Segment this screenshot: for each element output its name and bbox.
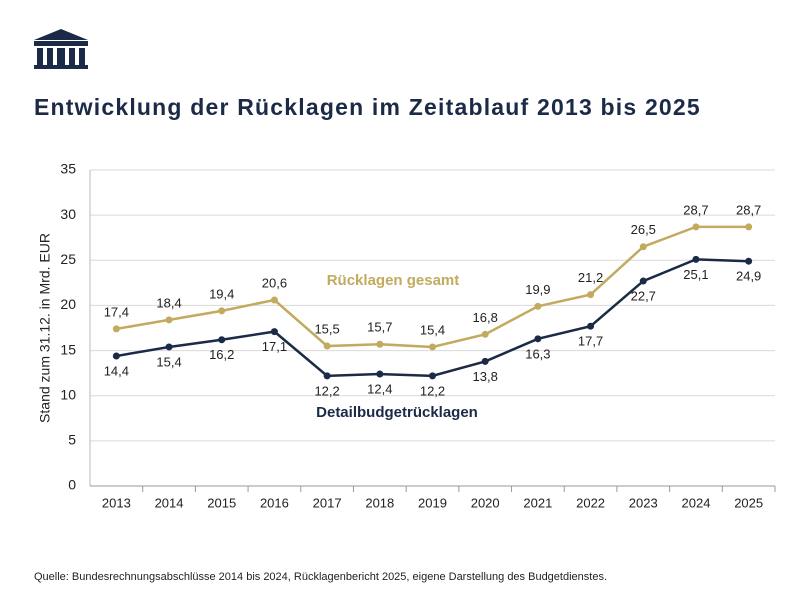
data-label: 15,7: [367, 320, 392, 335]
y-tick-label: 10: [60, 386, 76, 402]
data-point: [429, 343, 436, 351]
data-point: [639, 243, 647, 251]
data-point: [112, 325, 120, 333]
data-point: [270, 296, 278, 304]
data-point: [376, 370, 384, 378]
data-point: [587, 322, 595, 330]
data-point: [376, 340, 384, 348]
data-label: 28,7: [683, 202, 708, 217]
x-tick-label: 2025: [734, 495, 763, 510]
x-tick-label: 2019: [418, 495, 447, 510]
x-tick-label: 2016: [260, 495, 289, 510]
logo: [34, 29, 88, 69]
data-label: 21,2: [578, 270, 603, 285]
data-point: [165, 343, 173, 351]
data-point: [692, 223, 700, 231]
data-label: 14,4: [104, 363, 129, 378]
data-point: [745, 257, 753, 265]
data-point: [218, 307, 226, 315]
data-point: [639, 277, 647, 285]
x-tick-label: 2022: [576, 495, 605, 510]
data-label: 26,5: [631, 222, 656, 237]
x-tick-label: 2024: [682, 495, 711, 510]
data-label: 15,4: [420, 322, 445, 337]
data-label: 24,9: [736, 269, 761, 284]
x-tick-label: 2015: [207, 495, 236, 510]
data-point: [323, 342, 331, 350]
y-tick-label: 5: [68, 432, 76, 448]
data-point: [587, 291, 595, 299]
data-label: 12,2: [314, 383, 339, 398]
data-label: 13,8: [473, 369, 498, 384]
series-label: Detailbudgetrücklagen: [316, 404, 478, 421]
data-label: 17,1: [262, 339, 287, 354]
y-tick-label: 0: [68, 477, 76, 493]
data-point: [745, 223, 753, 231]
data-point: [692, 255, 700, 263]
x-tick-label: 2020: [471, 495, 500, 510]
data-label: 28,7: [736, 202, 761, 217]
source-note: Quelle: Bundesrechnungsabschlüsse 2014 b…: [34, 571, 607, 583]
data-label: 16,8: [473, 310, 498, 325]
data-label: 19,4: [209, 286, 234, 301]
y-tick-label: 15: [60, 341, 76, 357]
y-axis-label: Stand zum 31.12. in Mrd. EUR: [37, 233, 53, 423]
data-label: 20,6: [262, 275, 287, 290]
data-label: 16,2: [209, 347, 234, 362]
data-label: 15,4: [156, 354, 181, 369]
x-tick-label: 2018: [365, 495, 394, 510]
chart-title: Entwicklung der Rücklagen im Zeitablauf …: [34, 94, 701, 120]
x-tick-label: 2013: [102, 495, 131, 510]
data-point: [323, 372, 331, 380]
data-label: 19,9: [525, 282, 550, 297]
data-label: 16,3: [525, 346, 550, 361]
y-tick-label: 20: [60, 296, 76, 312]
data-label: 15,5: [314, 321, 339, 336]
data-point: [534, 335, 542, 343]
data-point: [165, 316, 173, 324]
y-tick-label: 25: [60, 251, 76, 267]
x-tick-label: 2023: [629, 495, 658, 510]
data-label: 12,2: [420, 383, 445, 398]
data-label: 17,7: [578, 334, 603, 349]
data-point: [429, 372, 436, 380]
data-label: 18,4: [156, 295, 181, 310]
data-point: [218, 336, 226, 344]
data-point: [481, 330, 489, 338]
data-label: 22,7: [631, 288, 656, 303]
data-label: 12,4: [367, 381, 392, 396]
data-point: [481, 357, 489, 365]
x-tick-label: 2014: [155, 495, 184, 510]
data-point: [112, 352, 120, 360]
x-tick-label: 2021: [523, 495, 552, 510]
data-point: [270, 328, 278, 336]
series-label: Rücklagen gesamt: [327, 272, 460, 289]
data-label: 25,1: [683, 267, 708, 282]
y-tick-label: 30: [60, 206, 76, 222]
x-tick-label: 2017: [313, 495, 342, 510]
y-tick-label: 35: [60, 161, 76, 177]
data-point: [534, 302, 542, 310]
data-label: 17,4: [104, 304, 129, 319]
